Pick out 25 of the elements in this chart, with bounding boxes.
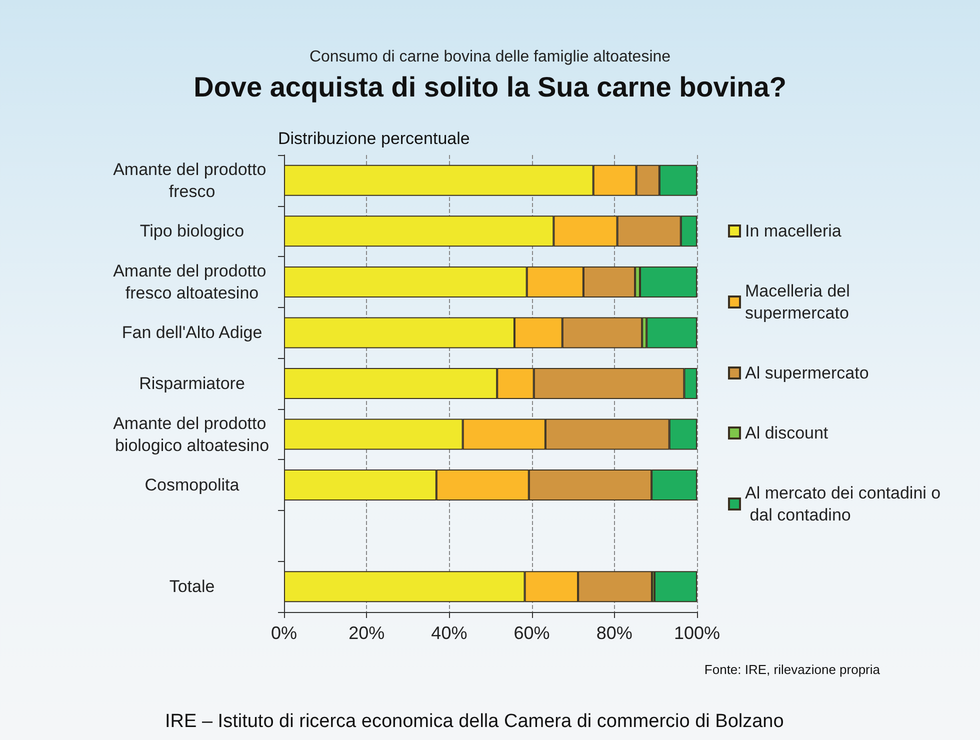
y-tick-label: Amante del prodotto fresco: [113, 160, 271, 201]
x-tick-label: 0%: [270, 623, 298, 643]
y-tick-label: Tipo biologico: [140, 222, 244, 241]
legend-label: Al supermercato: [745, 364, 869, 382]
text: Distribuzione percentuale: [278, 129, 470, 148]
legend-label: Al mercato dei contadini o dal contadino: [745, 484, 941, 524]
chart-title: Dove acquista di solito la Sua carne bovina?: [194, 72, 786, 102]
text: IRE – Istituto di ricerca economica della Camera di commercio di Bolzano: [165, 711, 784, 732]
source-note: Fonte: IRE, rilevazione propria: [704, 662, 881, 677]
x-tick-label: 80%: [596, 623, 632, 643]
x-tick-label: 20%: [348, 623, 385, 643]
y-tick-label: Risparmiatore: [139, 374, 245, 393]
y-tick-label: Cosmopolita: [144, 476, 240, 495]
y-tick-label: Amante del prodotto fresco altoatesino: [113, 261, 271, 302]
y-tick-label: Amante del prodotto biologico altoatesino: [113, 414, 271, 455]
x-tick-label: 60%: [514, 623, 550, 643]
y-tick-label: Fan dell'Alto Adige: [122, 323, 262, 342]
y-tick-label: Totale: [169, 577, 215, 596]
x-tick-label: 40%: [431, 623, 468, 643]
chart-subtitle: Consumo di carne bovina delle famiglie altoatesine: [309, 48, 671, 66]
legend-label: Macelleria del supermercato: [745, 282, 855, 322]
bar: [654, 571, 697, 602]
legend-label: Al discount: [745, 424, 828, 442]
legend-label: In macelleria: [745, 222, 842, 240]
x-tick-label: 100%: [674, 623, 720, 643]
